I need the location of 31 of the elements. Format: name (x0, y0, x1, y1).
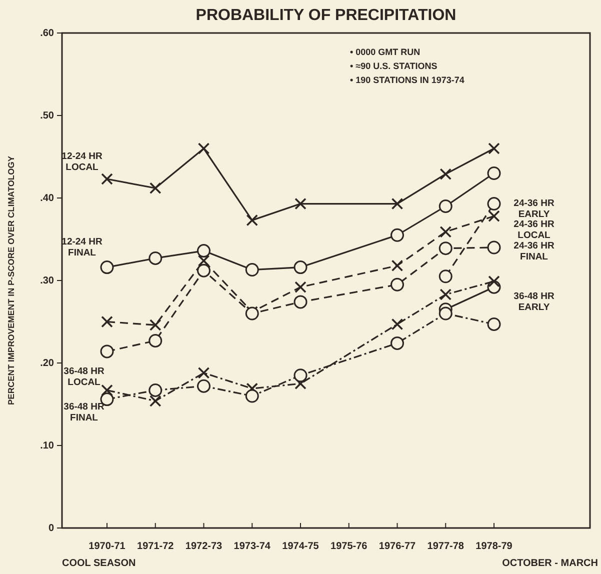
annotation: • ≈90 U.S. STATIONS (350, 61, 438, 71)
x-tick-label: 1972-73 (185, 541, 223, 552)
chart-title: PROBABILITY OF PRECIPITATION (196, 7, 456, 24)
x-tick-label: 1975-76 (330, 541, 368, 552)
series-label: 24-36 HR EARLY (514, 198, 554, 220)
series-label: 24-36 HR LOCAL (514, 219, 554, 242)
y-axis-title: PERCENT IMPROVEMENT IN P-SCORE OVER CLIMATOLOGY (6, 156, 16, 406)
x-tick-label: 1970-71 (88, 541, 126, 552)
series-label: 36-48 HR FINAL (64, 401, 104, 424)
x-tick-label: 1977-78 (427, 541, 464, 552)
x-tick-label: 1976-77 (378, 541, 416, 552)
series-label: 12-24 HR FINAL (62, 236, 102, 258)
y-tick-label: .20 (40, 358, 54, 370)
annotation: • 190 STATIONS IN 1973-74 (350, 75, 464, 85)
x-tick-label: 1974-75 (282, 541, 320, 552)
y-tick-label: 0 (48, 523, 54, 534)
x-axis-title: COOL SEASON (62, 558, 136, 569)
x-tick-label: 1973-74 (234, 541, 271, 552)
series-label: 24-36 HR FINAL (514, 240, 554, 262)
x-tick-label: 1978-79 (476, 541, 513, 552)
y-tick-label: .40 (40, 193, 54, 204)
series-label: 36-48 HR EARLY (514, 291, 554, 314)
series-label: 12-24 HR LOCAL (62, 151, 102, 174)
y-tick-label: .60 (40, 28, 54, 40)
annotation: • 0000 GMT RUN (350, 47, 420, 57)
series-label: 36-48 HR LOCAL (64, 366, 104, 388)
y-tick-label: .50 (40, 110, 54, 122)
y-tick-label: .10 (40, 440, 54, 452)
x-tick-label: 1971-72 (137, 541, 174, 552)
text: OCTOBER - MARCH (502, 558, 598, 569)
y-tick-label: .30 (40, 276, 54, 287)
